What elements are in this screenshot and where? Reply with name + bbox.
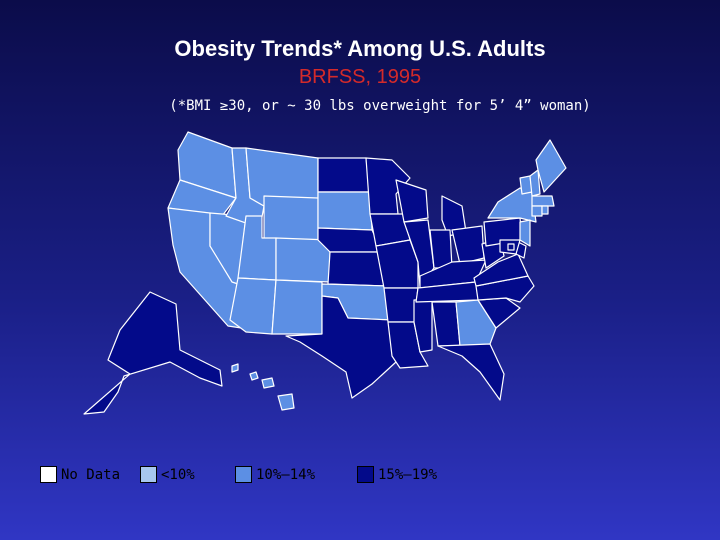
state-DC [507, 243, 515, 251]
legend-label-lt10: <10% [161, 466, 195, 483]
state-MA [531, 195, 555, 207]
state-NM [271, 279, 323, 335]
legend-swatch-15-19 [357, 466, 374, 483]
state-KY [419, 259, 487, 289]
state-MO [375, 239, 419, 289]
state-AL [431, 301, 461, 347]
legend-label-15-19: 15%–19% [378, 466, 438, 483]
state-CT [531, 205, 543, 217]
state-FL [437, 343, 505, 401]
state-OH [451, 225, 485, 265]
state-WI [395, 179, 429, 223]
state-AK [83, 291, 223, 415]
legend-swatch-no-data [40, 466, 57, 483]
legend-swatch-lt10 [140, 466, 157, 483]
state-NJ [519, 219, 531, 247]
legend-item-no-data: No Data [40, 466, 120, 483]
state-IN [429, 229, 453, 269]
legend-item-15-19: 15%–19% [357, 466, 437, 483]
state-RI [541, 205, 549, 215]
map-legend: No Data <10% 10%–14% 15%–19% [0, 466, 720, 490]
legend-item-lt10: <10% [140, 466, 195, 483]
map-subtitle: BRFSS, 1995 [298, 66, 422, 88]
legend-swatch-10-14 [235, 466, 252, 483]
legend-item-10-14: 10%–14% [235, 466, 315, 483]
state-HI [231, 363, 295, 411]
state-TX [285, 295, 397, 399]
state-ND [317, 157, 371, 193]
state-WY [263, 195, 319, 241]
state-SD [317, 191, 373, 231]
legend-label-10-14: 10%–14% [256, 466, 316, 483]
state-ME [535, 139, 567, 193]
bmi-footnote: (*BMI ≥30, or ~ 30 lbs overweight for 5’… [169, 98, 591, 114]
state-AZ [229, 277, 277, 335]
state-NH [529, 169, 541, 197]
map-title: Obesity Trends* Among U.S. Adults [174, 36, 546, 61]
legend-label-no-data: No Data [61, 466, 121, 483]
state-GA [455, 299, 497, 347]
state-AR [383, 287, 419, 323]
state-VA [473, 253, 529, 287]
state-NE [317, 227, 383, 253]
